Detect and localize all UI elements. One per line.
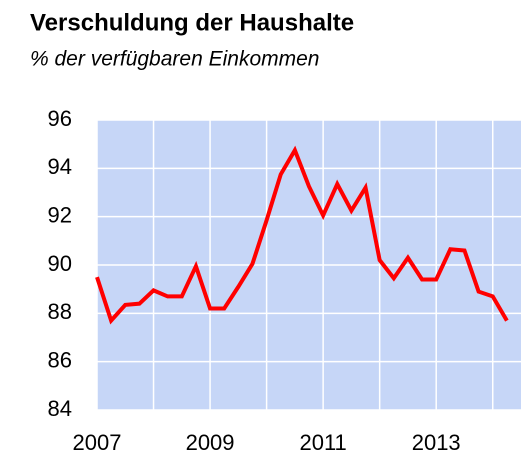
y-tick-label: 90	[48, 251, 72, 276]
y-tick-label: 84	[48, 396, 72, 421]
y-tick-label: 88	[48, 299, 72, 324]
y-tick-label: 96	[48, 106, 72, 131]
x-tick-label: 2013	[412, 430, 461, 455]
y-tick-label: 94	[48, 154, 72, 179]
x-tick-label: 2009	[186, 430, 235, 455]
x-tick-label: 2007	[73, 430, 122, 455]
y-tick-label: 86	[48, 347, 72, 372]
x-tick-label: 2011	[299, 430, 346, 455]
data-line	[95, 145, 509, 325]
y-tick-label: 92	[48, 202, 72, 227]
chart-title: Verschuldung der Haushalte	[30, 9, 354, 36]
chart-subtitle: % der verfügbaren Einkommen	[30, 48, 319, 71]
